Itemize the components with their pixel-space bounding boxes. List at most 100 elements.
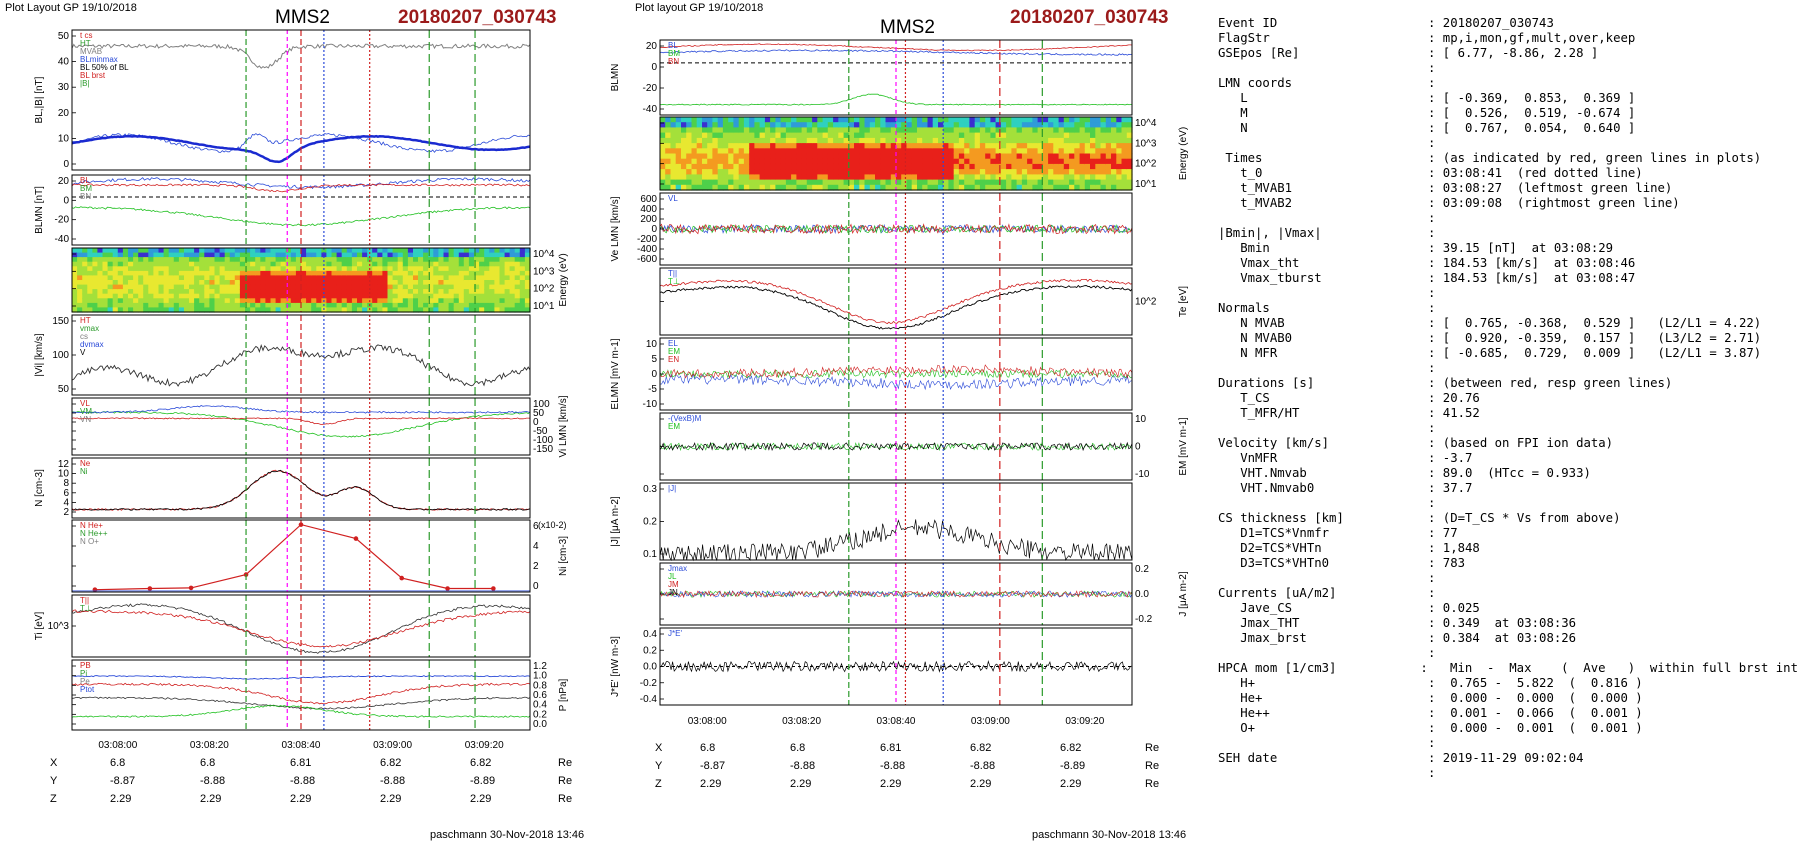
spectrogram-cell — [1037, 122, 1044, 128]
spectrogram-cell — [1037, 127, 1044, 134]
spectrogram-cell — [896, 122, 902, 128]
info-row: O+: 0.000 - 0.001 ( 0.001 ) — [1218, 721, 1798, 736]
spectrogram-cell — [822, 122, 829, 128]
spectrogram-cell — [72, 275, 78, 281]
spectrogram-cell — [443, 298, 450, 304]
spectrogram-cell — [696, 184, 703, 191]
spectrogram-cell — [833, 127, 839, 134]
spectrogram-cell — [458, 270, 465, 277]
spectrogram-cell — [979, 179, 986, 186]
spectrogram-cell — [974, 117, 981, 123]
spectrogram-cell — [453, 298, 460, 304]
spectrogram-cell — [901, 132, 907, 139]
spectrogram-cell — [922, 158, 928, 165]
spectrogram-cell — [295, 275, 302, 281]
spectrogram-cell — [245, 266, 251, 272]
spectrogram-cell — [738, 179, 745, 186]
spectrogram-cell — [514, 293, 521, 299]
spectrogram-cell — [979, 148, 986, 155]
spectrogram-cell — [122, 302, 129, 309]
spectrogram-cell — [974, 122, 981, 128]
spectrogram-cell — [1111, 174, 1117, 181]
spectrogram-cell — [443, 302, 450, 309]
spectrogram-cell — [474, 289, 480, 295]
spectrogram-cell — [922, 174, 928, 181]
spectrogram-cell — [494, 252, 501, 258]
spectrogram-cell — [1069, 158, 1075, 165]
spectrogram-cell — [717, 163, 724, 170]
spectrogram-cell — [822, 143, 829, 149]
spectrogram-cell — [209, 257, 216, 263]
spectrogram-cell — [92, 266, 99, 272]
spectrogram-cell — [696, 163, 703, 170]
Ptot-line — [71, 675, 531, 680]
spectrogram-cell — [397, 275, 404, 281]
spectrogram-cell — [209, 302, 216, 309]
spectrogram-cell — [875, 184, 881, 191]
spectrogram-cell — [1027, 153, 1033, 160]
spectrogram-cell — [759, 117, 766, 123]
spectrogram-cell — [341, 261, 348, 267]
spectrogram-cell — [295, 257, 302, 263]
spectrogram-cell — [280, 275, 287, 281]
spectrogram-cell — [265, 266, 272, 272]
spectrogram-cell — [316, 302, 322, 309]
spectrogram-cell — [270, 302, 277, 309]
spectrogram-cell — [128, 248, 134, 254]
spectrogram-cell — [974, 174, 981, 181]
spectrogram-cell — [675, 127, 682, 134]
spectrogram-cell — [979, 143, 986, 149]
spectrogram-cell — [775, 158, 782, 165]
spectrogram-cell — [158, 270, 165, 277]
spectrogram-cell — [402, 261, 409, 267]
VM-line — [72, 411, 531, 438]
spectrogram-cell — [224, 298, 231, 304]
spectrogram-cell — [311, 270, 317, 277]
time-tick-label: 03:09:00 — [373, 740, 412, 751]
info-value: : — [1428, 226, 1436, 240]
legend-entry: |J| — [668, 484, 676, 493]
spectrogram-cell — [927, 143, 934, 149]
spectrogram-cell — [92, 289, 99, 295]
spectrogram-cell — [72, 298, 78, 304]
spectrogram-cell — [838, 137, 845, 144]
spectrogram-cell — [801, 143, 808, 149]
spectrogram-cell — [418, 252, 424, 258]
spectrogram-cell — [827, 127, 834, 134]
spectrogram-cell — [770, 158, 776, 165]
spectrogram-cell — [958, 179, 965, 186]
spectrogram-cell — [743, 132, 750, 139]
spectrogram-cell — [801, 174, 808, 181]
tick-label: 1.0 — [533, 671, 547, 682]
spectrogram-cell — [234, 266, 241, 272]
spectrogram-cell — [869, 163, 876, 170]
info-value: : 0.025 — [1428, 601, 1480, 615]
spectrogram-cell — [948, 153, 955, 160]
spectrogram-cell — [377, 270, 383, 277]
spectrogram-cell — [311, 307, 317, 313]
spectrogram-cell — [128, 302, 134, 309]
spectrogram-cell — [686, 163, 692, 170]
spectrogram-cell — [738, 163, 745, 170]
spectrogram-cell — [1032, 179, 1039, 186]
spectrogram-cell — [168, 302, 175, 309]
spectrogram-cell — [707, 184, 713, 191]
legend-entry: EL — [668, 339, 678, 348]
spectrogram-cell — [194, 261, 200, 267]
spectrogram-cell — [1048, 158, 1054, 165]
spectrogram-cell — [407, 270, 414, 277]
spectrogram-cell — [1032, 132, 1039, 139]
spectrogram-cell — [219, 252, 226, 258]
spectrogram-cell — [953, 117, 960, 123]
spectrogram-cell — [1011, 184, 1018, 191]
spectrogram-cell — [117, 307, 124, 313]
spectrogram-cell — [707, 158, 713, 165]
spectrogram-cell — [397, 261, 404, 267]
spectrogram-cell — [953, 148, 960, 155]
coord-value: 6.8 — [790, 742, 806, 754]
spectrogram-cell — [665, 153, 671, 160]
spectrogram-cell — [184, 270, 190, 277]
spectrogram-cell — [301, 307, 307, 313]
spectrogram-cell — [82, 252, 88, 258]
